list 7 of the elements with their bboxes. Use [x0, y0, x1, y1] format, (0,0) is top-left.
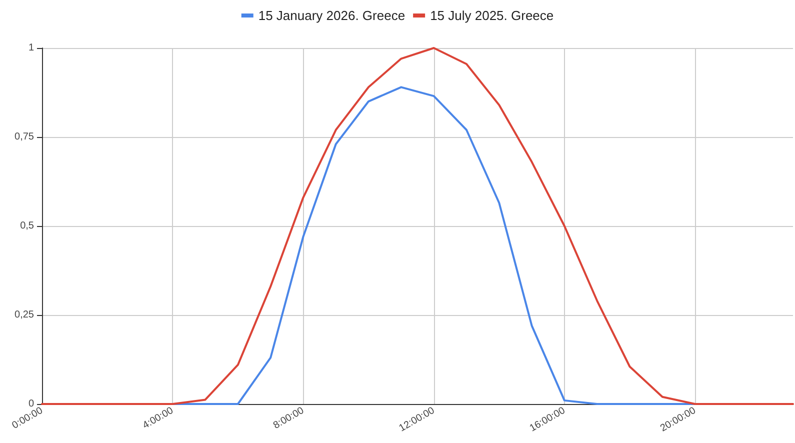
- y-tick-label: 0,5: [20, 220, 34, 232]
- y-tick-label: 0,25: [14, 310, 34, 320]
- y-tick-label: 0,75: [14, 132, 34, 142]
- y-tick-label: 0: [28, 398, 34, 410]
- y-tick-label: 1: [28, 42, 34, 54]
- legend-label: 15 July 2025. Greece: [430, 8, 554, 23]
- legend-label: 15 January 2026. Greece: [258, 8, 406, 23]
